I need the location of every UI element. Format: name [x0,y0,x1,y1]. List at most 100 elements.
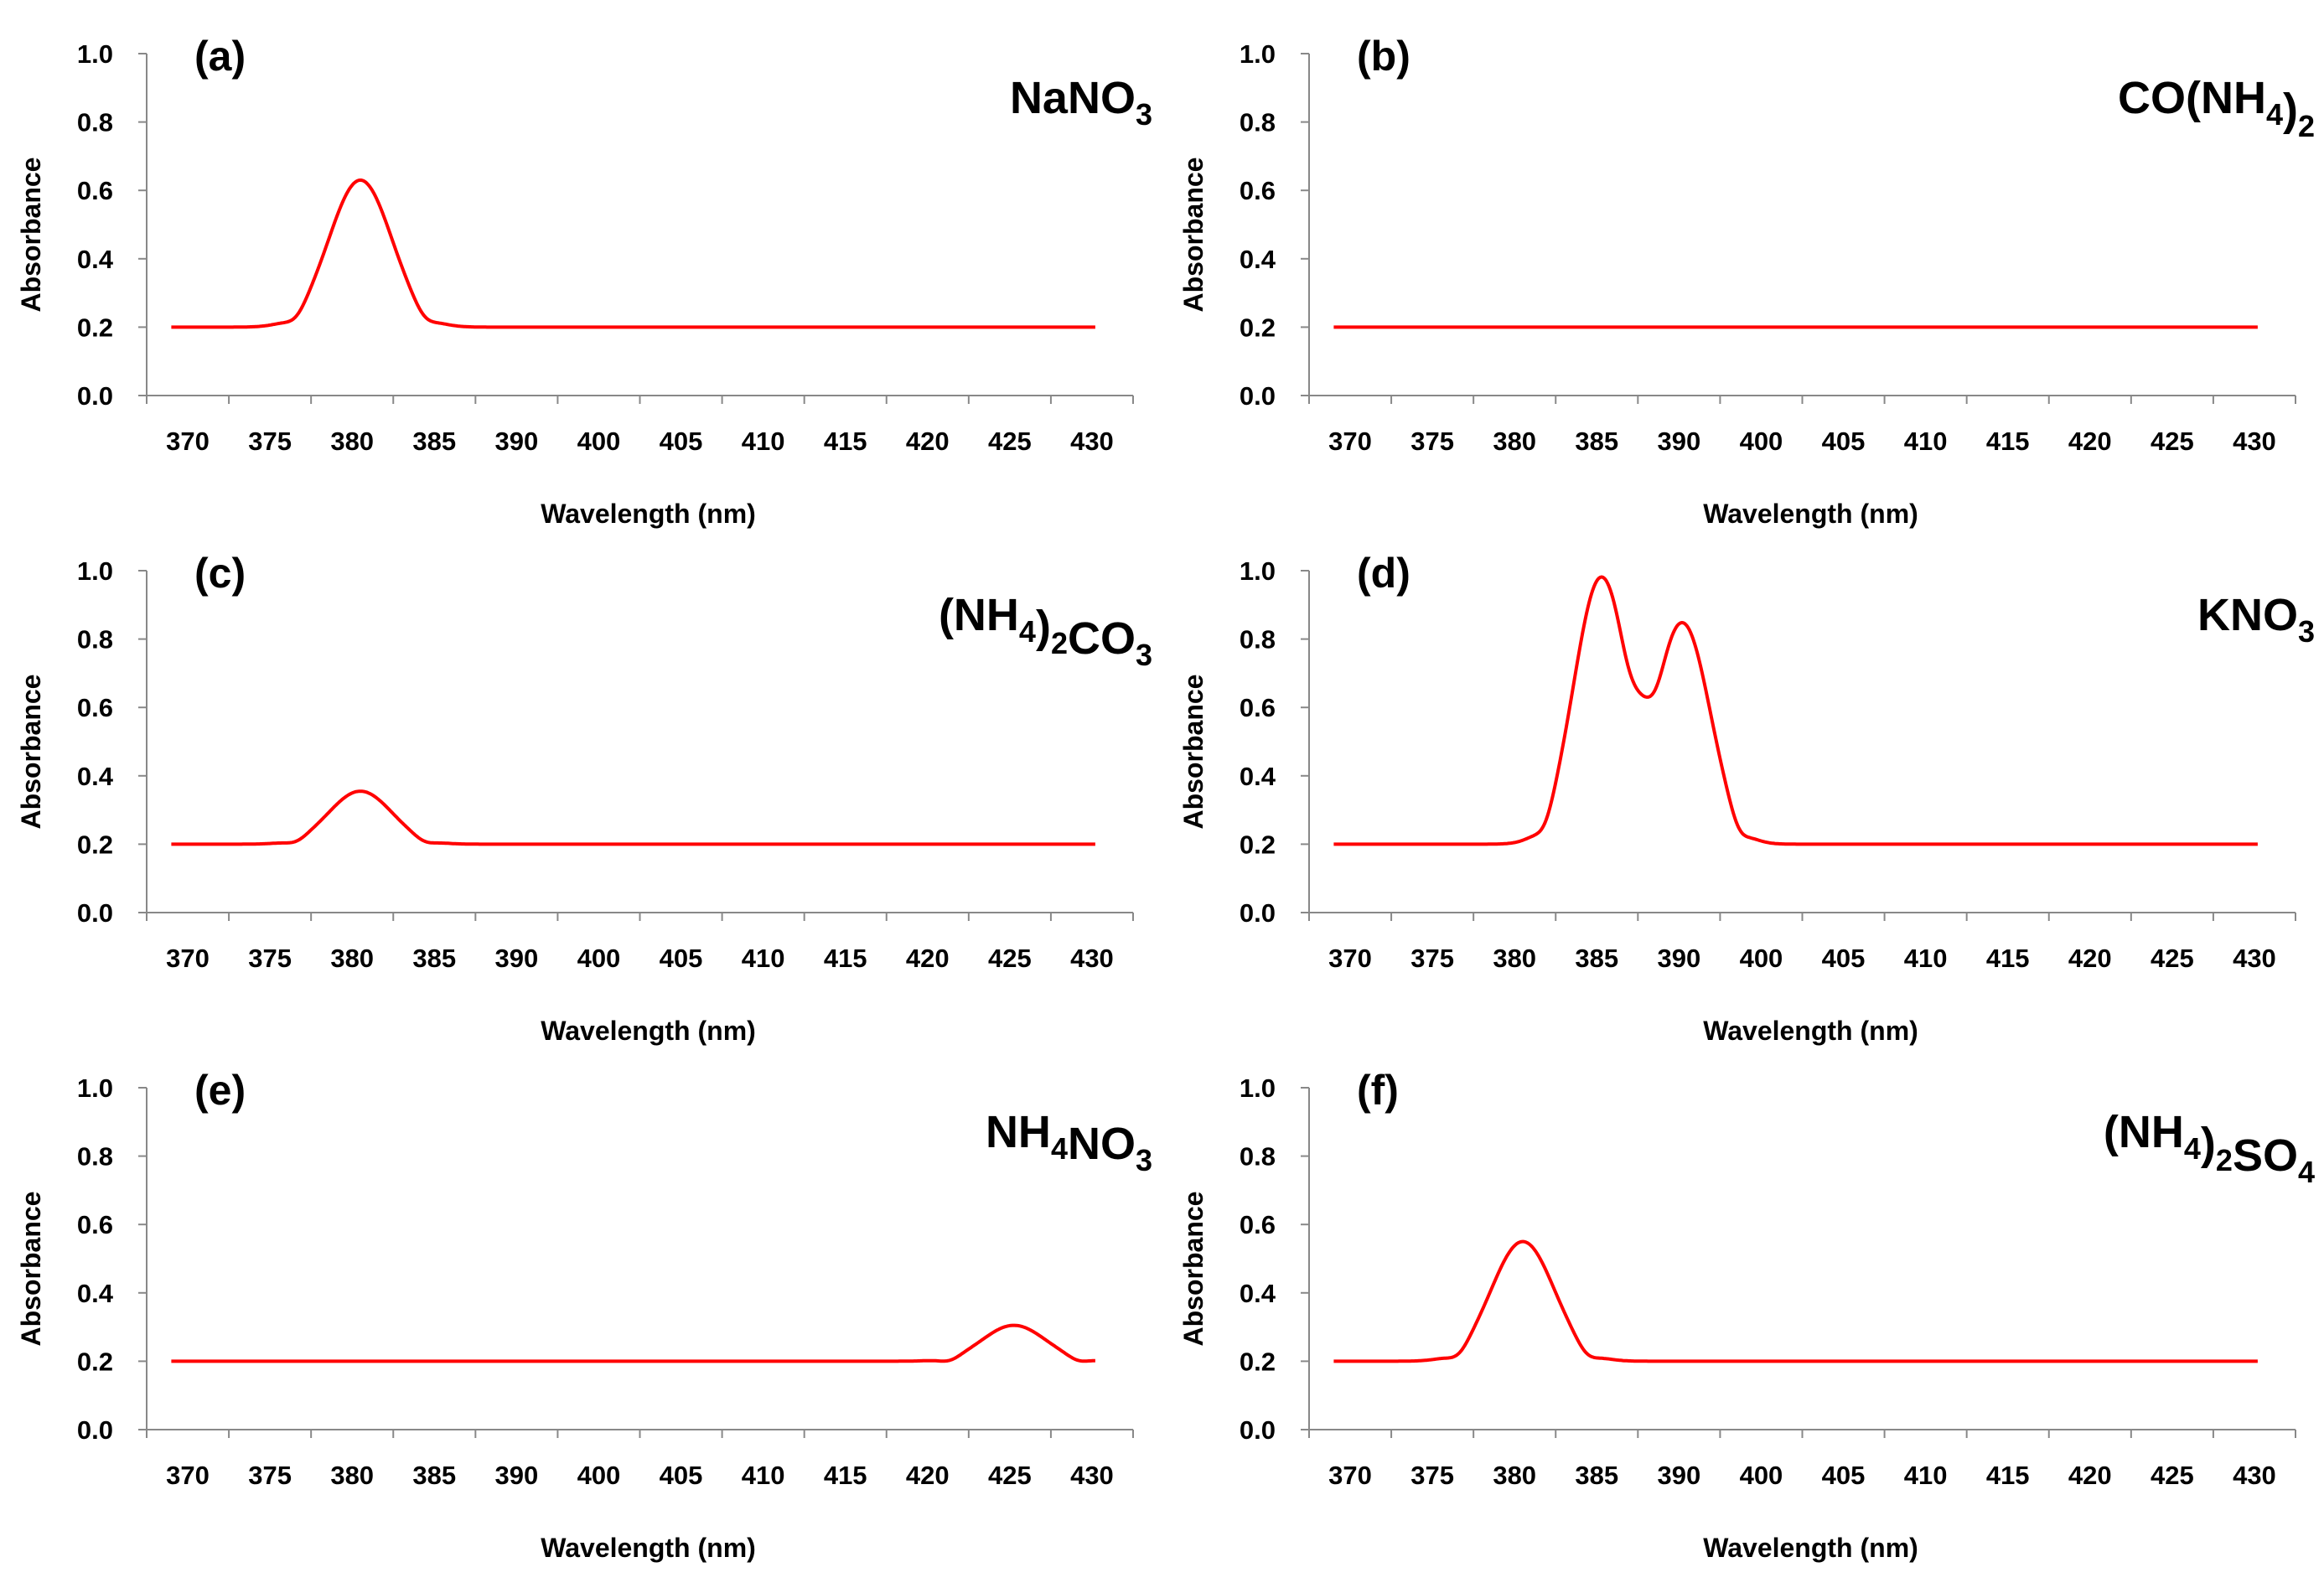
x-tick-label: 425 [988,944,1032,973]
absorbance-series-line [170,789,1096,846]
x-tick-label: 410 [1904,1461,1948,1490]
x-tick-label: 415 [1986,427,2030,456]
x-tick-label: 390 [495,427,539,456]
y-tick-label: 1.0 [77,39,113,69]
x-tick-label: 385 [1575,1461,1618,1490]
panel-c: 0.0 0.2 0.4 0.6 0.8 1.0 370 375 380 385 390 400 405 4… [0,517,1162,1046]
y-tick-label: 0.0 [77,381,113,411]
x-tick-label: 415 [1986,944,2030,973]
x-tick-label: 410 [1904,427,1948,456]
y-tick-label: 0.4 [1240,245,1276,274]
y-axis-title: Absorbance [1178,158,1209,313]
chart-d: 0.0 0.2 0.4 0.6 0.8 1.0 370 375 380 385 390 400 405 4… [1178,550,2315,1046]
y-tick-label: 0.2 [77,313,113,342]
y-tick-label: 0.8 [1240,1142,1276,1172]
x-tick-label: 430 [2233,944,2276,973]
panel-a: 0.0 0.2 0.4 0.6 0.8 1.0 370 375 380 385 390 400 405 4… [0,0,1162,529]
x-tick-label: 375 [1410,944,1454,973]
y-tick-label: 0.2 [1240,1347,1276,1376]
x-tick-label: 410 [742,1461,785,1490]
panel-label: (c) [194,550,246,597]
y-tick-label: 0.0 [1240,1415,1276,1445]
formula-subscript: 2 [2216,1143,2233,1177]
compound-formula: (NH4)2CO3 [939,590,1152,672]
x-tick-label: 425 [2151,944,2194,973]
formula-subscript: 2 [1051,626,1068,660]
y-axis-title: Absorbance [1178,1192,1209,1347]
absorbance-series-line [1333,575,2259,846]
x-tick-label: 400 [1740,944,1783,973]
absorbance-series-line [170,1323,1096,1363]
formula-subscript: 4 [2298,1155,2315,1189]
x-tick-label: 420 [2068,427,2112,456]
formula-text: (NH [2104,1107,2184,1157]
formula-text: CO(NH [2118,73,2266,123]
y-tick-label: 0.4 [77,245,114,274]
y-tick-label: 1.0 [1240,556,1276,586]
formula-subscript: 4 [2184,1131,2201,1166]
x-tick-label: 405 [660,944,703,973]
y-tick-label: 0.0 [1240,381,1276,411]
formula-subscript: 4 [1019,614,1036,649]
formula-subscript: 3 [1136,97,1152,132]
x-tick-label: 420 [2068,944,2112,973]
x-tick-label: 385 [1575,944,1618,973]
x-tick-label: 420 [2068,1461,2112,1490]
y-tick-label: 0.4 [77,1279,114,1308]
y-axis-title: Absorbance [16,158,46,313]
formula-subscript: 3 [1136,638,1152,672]
x-tick-label: 370 [1328,944,1372,973]
panel-label: (e) [194,1067,246,1114]
y-tick-label: 1.0 [1240,39,1276,69]
x-axis-title: Wavelength (nm) [541,1016,756,1046]
y-tick-label: 0.4 [1240,1279,1276,1308]
x-tick-label: 405 [1822,944,1866,973]
panel-label: (f) [1357,1067,1399,1114]
x-tick-label: 400 [577,1461,621,1490]
x-tick-label: 385 [1575,427,1618,456]
compound-formula: NaNO3 [1010,73,1152,132]
x-tick-label: 385 [412,427,456,456]
absorbance-series-line [170,178,1096,329]
y-tick-label: 0.0 [77,898,113,928]
x-tick-label: 400 [1740,427,1783,456]
y-tick-label: 0.2 [77,1347,113,1376]
x-tick-label: 410 [742,427,785,456]
formula-text: ) [1036,602,1051,652]
x-tick-label: 380 [1493,944,1536,973]
compound-formula: NH4NO3 [986,1107,1152,1177]
compound-formula: (NH4)2SO4 [2104,1107,2315,1189]
x-tick-label: 400 [577,944,621,973]
formula-text: SO [2233,1130,2298,1181]
formula-text: NO [1068,1119,1136,1169]
y-tick-label: 0.8 [77,1142,113,1172]
x-tick-label: 430 [1070,1461,1114,1490]
x-axis-title: Wavelength (nm) [541,1533,756,1563]
x-tick-label: 380 [330,1461,374,1490]
x-tick-label: 390 [1658,944,1701,973]
x-tick-label: 405 [1822,427,1866,456]
x-tick-label: 415 [824,427,867,456]
y-tick-label: 0.6 [77,1210,113,1239]
x-tick-label: 420 [906,427,950,456]
x-tick-label: 405 [1822,1461,1866,1490]
y-tick-label: 0.8 [1240,625,1276,654]
y-axis-title: Absorbance [16,675,46,830]
x-tick-label: 415 [824,944,867,973]
formula-subscript: 3 [2298,614,2315,649]
y-tick-label: 0.6 [77,176,113,205]
y-tick-label: 1.0 [1240,1073,1276,1103]
x-tick-label: 375 [248,1461,292,1490]
y-tick-label: 0.6 [1240,693,1276,722]
formula-subscript: 4 [1051,1131,1068,1166]
formula-subscript: 4 [2266,97,2283,132]
x-tick-label: 430 [1070,427,1114,456]
y-tick-label: 0.4 [77,762,114,791]
x-axis-title: Wavelength (nm) [1703,1016,1918,1046]
formula-text: (NH [939,590,1019,640]
x-tick-label: 400 [577,427,621,456]
formula-text: NH [986,1107,1051,1157]
formula-text: NaNO [1010,73,1136,123]
chart-b: 0.0 0.2 0.4 0.6 0.8 1.0 370 375 380 385 390 400 405 4… [1178,33,2315,529]
formula-text: ) [2283,85,2298,135]
